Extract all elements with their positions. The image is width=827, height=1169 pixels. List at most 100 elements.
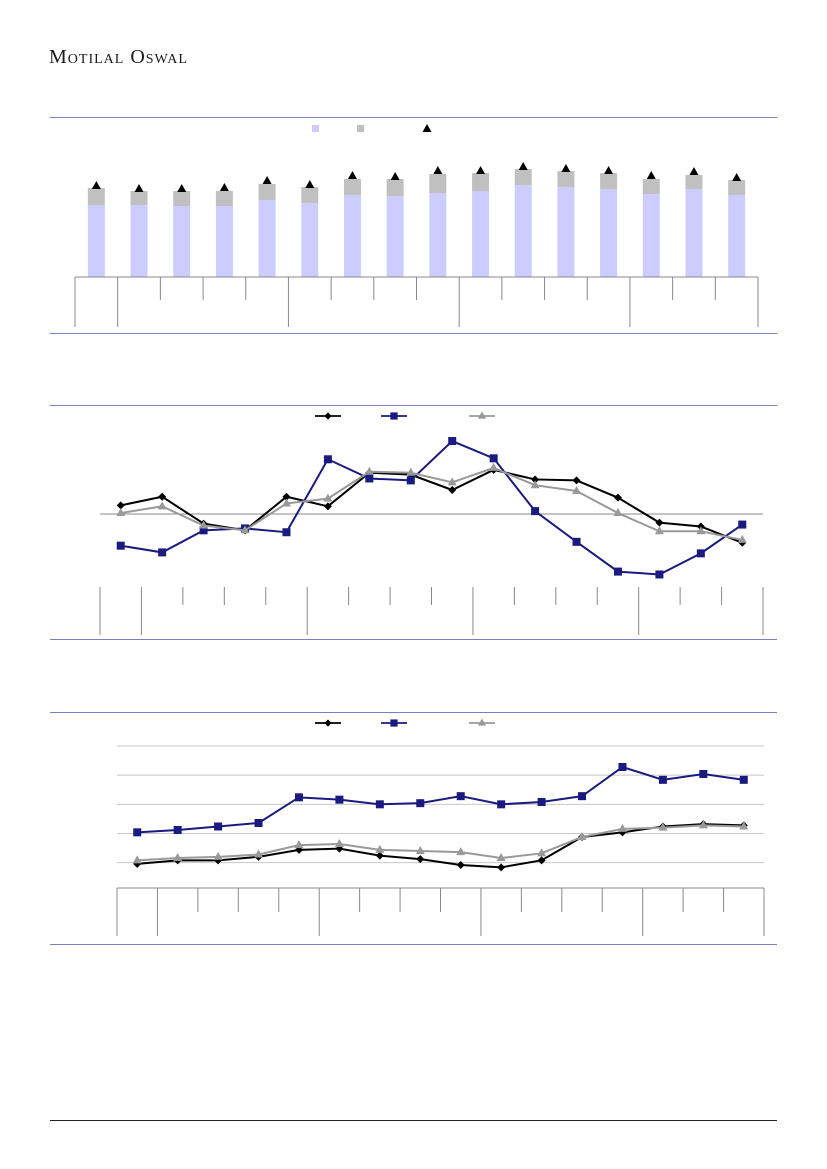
bar-segment bbox=[514, 185, 532, 277]
data-point bbox=[294, 840, 304, 849]
data-point bbox=[448, 486, 457, 494]
data-point bbox=[375, 844, 385, 853]
data-point bbox=[447, 477, 457, 486]
data-point bbox=[456, 847, 466, 856]
data-point bbox=[698, 820, 708, 829]
bar-segment bbox=[130, 205, 148, 277]
stacked-bar-chart bbox=[74, 124, 759, 327]
data-point bbox=[738, 520, 747, 529]
legend-marker bbox=[477, 718, 487, 726]
data-point bbox=[456, 861, 465, 869]
section-rule bbox=[50, 405, 777, 406]
section-rule bbox=[50, 712, 777, 713]
series-line bbox=[120, 468, 743, 544]
data-point bbox=[572, 537, 581, 546]
data-point bbox=[496, 853, 506, 861]
bar-segment bbox=[215, 206, 233, 277]
series-line bbox=[120, 466, 743, 541]
data-point bbox=[173, 853, 183, 861]
data-point bbox=[489, 462, 499, 471]
data-point bbox=[158, 548, 167, 557]
marker-point bbox=[219, 183, 229, 191]
data-point bbox=[448, 437, 457, 446]
data-point bbox=[158, 492, 167, 501]
data-point bbox=[617, 823, 627, 832]
data-point bbox=[116, 501, 125, 510]
data-point bbox=[335, 795, 344, 804]
bar-segment bbox=[87, 188, 105, 205]
data-point bbox=[173, 826, 182, 834]
data-point bbox=[375, 800, 384, 809]
data-point bbox=[406, 476, 415, 485]
legend bbox=[312, 124, 432, 132]
data-point bbox=[739, 775, 748, 784]
legend-swatch bbox=[357, 125, 364, 132]
data-point bbox=[132, 855, 142, 864]
data-point bbox=[456, 792, 465, 801]
legend bbox=[315, 411, 495, 420]
data-point bbox=[199, 520, 209, 529]
data-point bbox=[116, 508, 126, 517]
data-point bbox=[577, 832, 587, 840]
legend-marker bbox=[477, 411, 487, 419]
legend-marker bbox=[324, 719, 332, 727]
data-point bbox=[281, 498, 291, 507]
data-point bbox=[294, 793, 303, 802]
data-point bbox=[613, 567, 622, 576]
data-point bbox=[613, 493, 622, 502]
legend-marker bbox=[324, 412, 332, 420]
marker-point bbox=[518, 162, 528, 170]
marker-point bbox=[390, 172, 400, 180]
bar-segment bbox=[258, 200, 276, 277]
data-point bbox=[323, 455, 332, 464]
bar-segment bbox=[685, 189, 703, 277]
bar-segment bbox=[301, 187, 319, 203]
data-point bbox=[294, 845, 303, 854]
marker-point bbox=[646, 171, 656, 179]
marker-point bbox=[262, 176, 272, 184]
data-point bbox=[658, 822, 668, 831]
bar-segment bbox=[728, 195, 746, 277]
data-point bbox=[497, 863, 506, 872]
legend-marker bbox=[390, 719, 398, 727]
series-line bbox=[120, 439, 743, 576]
section-rule bbox=[50, 117, 777, 118]
data-point bbox=[406, 467, 416, 476]
footer-rule bbox=[50, 1120, 777, 1121]
data-point bbox=[416, 855, 425, 864]
bar-segment bbox=[429, 174, 447, 193]
data-point bbox=[531, 475, 540, 484]
bar-segment bbox=[258, 184, 276, 200]
data-point bbox=[282, 528, 291, 537]
data-point bbox=[334, 839, 344, 847]
data-point bbox=[613, 508, 623, 517]
series-line bbox=[137, 823, 744, 869]
legend-marker bbox=[390, 412, 398, 420]
section-rule bbox=[50, 639, 777, 640]
marker-point bbox=[732, 173, 742, 181]
data-point bbox=[213, 851, 223, 860]
bar-segment bbox=[472, 173, 490, 191]
data-point bbox=[214, 822, 223, 831]
data-point bbox=[739, 821, 749, 830]
data-point bbox=[133, 859, 142, 868]
line-chart-growth bbox=[99, 411, 764, 635]
series-line bbox=[137, 765, 744, 834]
data-point bbox=[323, 502, 332, 511]
bar-segment bbox=[386, 179, 404, 196]
data-point bbox=[133, 828, 142, 837]
marker-point bbox=[91, 181, 101, 189]
data-point bbox=[254, 849, 264, 858]
data-point bbox=[199, 526, 208, 535]
section-rule bbox=[50, 333, 777, 334]
bar-segment bbox=[557, 187, 575, 277]
data-point bbox=[531, 507, 540, 516]
bar-segment bbox=[130, 191, 148, 205]
data-point bbox=[323, 493, 333, 502]
data-point bbox=[618, 763, 627, 771]
marker-point bbox=[177, 184, 187, 192]
data-point bbox=[415, 846, 425, 854]
bar-segment bbox=[728, 180, 746, 195]
marker-point bbox=[134, 184, 144, 192]
data-point bbox=[254, 819, 263, 827]
